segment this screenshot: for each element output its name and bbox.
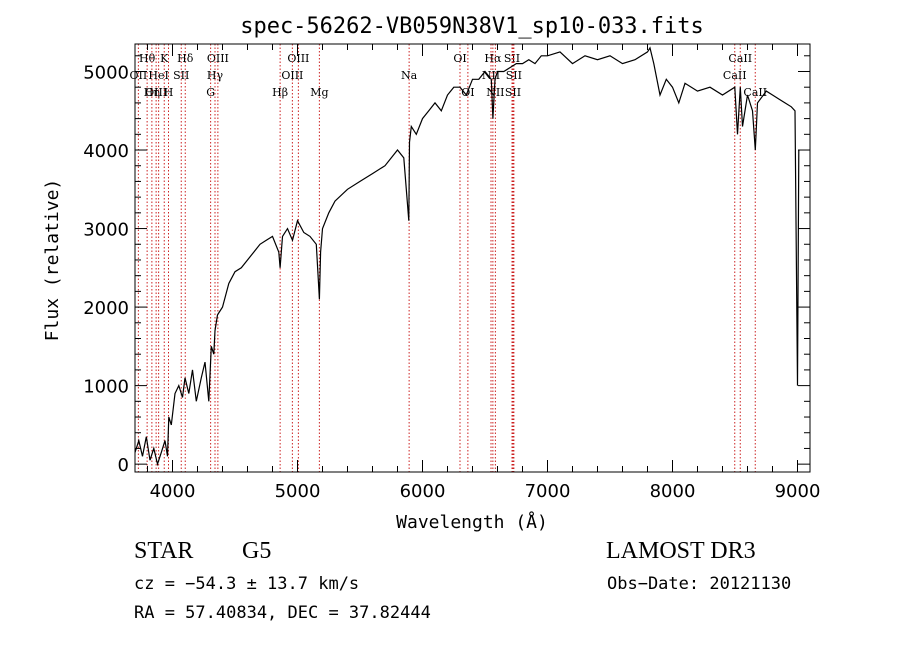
line-marker-label-26: CaII [723,69,747,82]
line-marker-label-19: Hα [484,52,502,65]
x-tick-label: 8000 [650,481,696,502]
ra-dec-coordinates: RA = 57.40834, DEC = 37.82444 [134,603,431,623]
y-axis-label: Flux (relative) [42,179,63,342]
line-marker-label-0: Hθ [139,52,156,65]
line-marker-label-8: Hδ [177,52,194,65]
object-subclass: G5 [242,538,272,564]
line-marker-label-10: Hγ [207,69,224,82]
x-axis-label: Wavelength (Å) [396,511,548,533]
y-tick-label: 0 [118,455,129,476]
line-marker-label-2: OIII [145,86,167,99]
survey-name: LAMOST DR3 [606,538,756,564]
x-tick-label: 9000 [775,481,821,502]
line-marker-label-20: SII [504,52,520,65]
plot-frame [134,43,811,473]
line-marker-label-16: Na [401,69,418,82]
line-marker-label-23: NII [486,86,504,99]
line-marker-label-5: H [164,86,174,99]
y-tick-label: 2000 [83,298,129,319]
y-tick-label: 4000 [83,141,129,162]
line-marker-label-17: OI [453,52,466,65]
spectrum-series-line [134,46,800,467]
line-marker-label-13: OIII [287,52,309,65]
x-tick-label: 4000 [150,481,196,502]
line-marker-label-12: Hβ [272,86,288,99]
redshift-velocity: cz = −54.3 ± 13.7 km/s [134,574,360,594]
axis-ticks: 4000 5000 6000 7000 8000 9000 0 1000 2000 3000 400… [83,44,820,502]
x-tick-label: 5000 [275,481,321,502]
y-tick-label: 1000 [83,377,129,398]
line-marker-label-15: Mg [310,86,328,99]
line-marker-label-25: CaII [728,52,752,65]
line-marker-label-11: G [206,86,215,99]
object-class: STAR [134,538,194,564]
line-marker-label-9: OIII [207,52,229,65]
observation-date: Obs−Date: 20121130 [607,574,792,594]
line-marker-label-14: OIII [281,69,303,82]
line-marker-label-24: SII [505,86,521,99]
chart-title: spec-56262-VB059N38V1_sp10-033.fits [240,14,704,39]
x-tick-label: 6000 [400,481,446,502]
line-marker-label-1: OII [130,69,148,82]
line-marker-label-4: K [160,52,169,65]
x-tick-label: 7000 [525,481,571,502]
line-marker-label-27: CaII [743,86,767,99]
line-marker-label-7: SII [173,69,189,82]
line-marker-label-3: Hη [144,86,160,99]
y-tick-label: 3000 [83,220,129,241]
y-tick-label: 5000 [83,62,129,83]
line-marker-label-6: HeI [148,69,168,82]
line-marker-label-22: SII [506,69,522,82]
